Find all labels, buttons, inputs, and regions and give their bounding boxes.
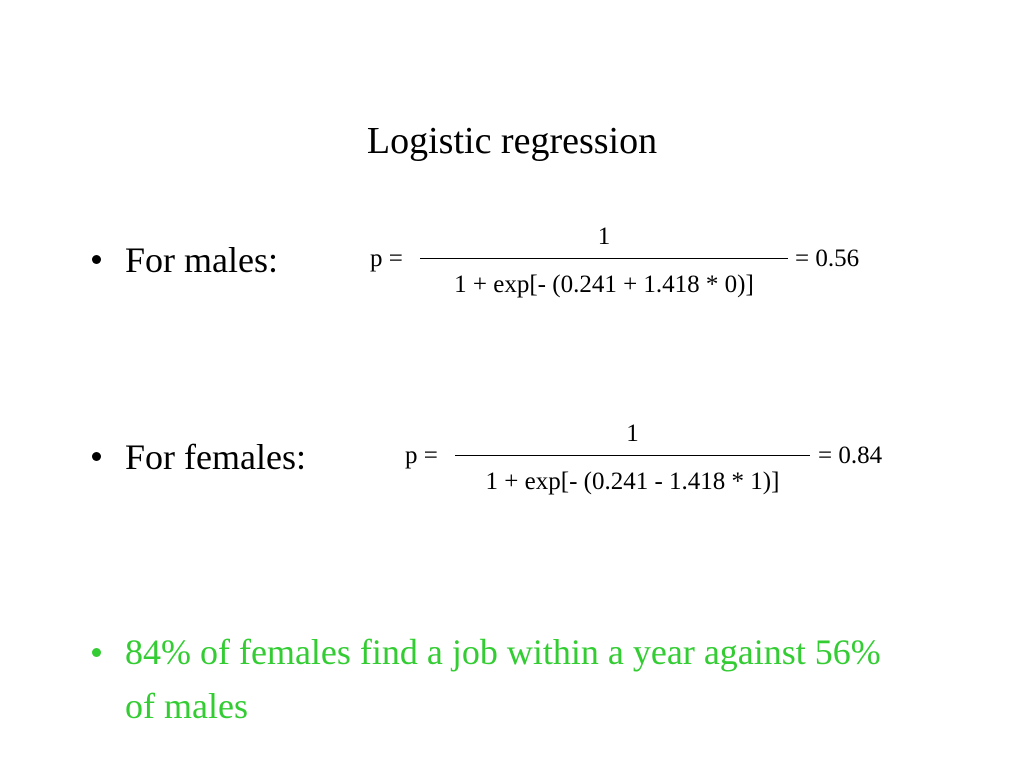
formula-lhs: p = [370,245,403,272]
formula-denominator: 1 + exp[- (0.241 + 1.418 * 0)] [454,271,754,298]
bullet-dot [92,255,101,264]
bullet-text: For males: [125,240,278,280]
fraction-line [455,455,810,456]
formula-lhs: p = [405,442,438,469]
bullet-dot [92,648,101,657]
formula-denominator: 1 + exp[- (0.241 - 1.418 * 1)] [485,468,780,495]
bullet-text: 84% of females find a job within a year … [125,632,881,726]
formula-rhs: = 0.56 [795,245,860,272]
bullet-text: For females: [125,437,306,477]
fraction-line [420,258,788,259]
bullet-dot [92,452,101,461]
formula-numerator: 1 [626,420,639,447]
formula-rhs: = 0.84 [818,442,883,469]
slide-title: Logistic regression [366,120,658,162]
formula-numerator: 1 [597,223,611,250]
